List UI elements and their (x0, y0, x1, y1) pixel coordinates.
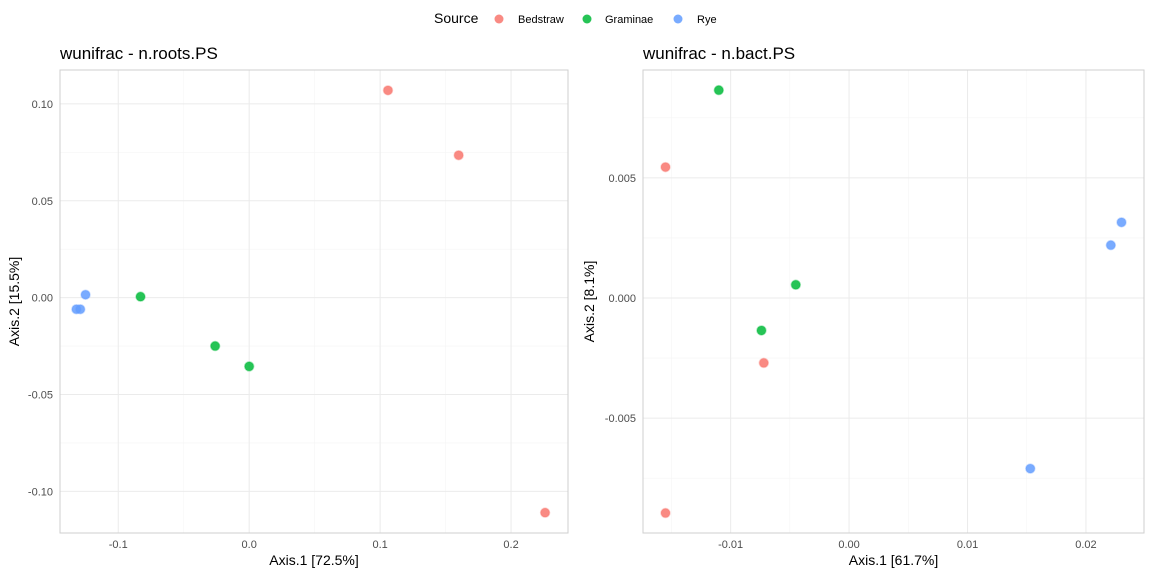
grid-bact (643, 70, 1144, 533)
legend-key-bedstraw (494, 14, 504, 24)
y-tick-label: -0.05 (28, 389, 53, 401)
x-tick-label: 0.00 (838, 539, 859, 551)
data-point-bedstraw (660, 161, 671, 173)
x-tick-label: 0.02 (1075, 539, 1096, 551)
data-point-bedstraw (758, 357, 770, 369)
ticks-roots: -0.1 0.0 0.1 0.2 0.10 0.05 0.00 -0.05 -0.10 (28, 99, 519, 551)
points-bact (660, 84, 1127, 519)
y-tick-label: -0.005 (605, 413, 636, 425)
panel-border-roots (59, 69, 569, 534)
panel-title-roots: wunifrac - n.roots.PS (59, 44, 218, 63)
legend-item-rye: Rye (673, 14, 717, 26)
data-point-bedstraw (453, 149, 464, 161)
panel-border-bact (642, 69, 1145, 534)
panel-title-bact: wunifrac - n.bact.PS (642, 44, 795, 63)
y-tick-label: 0.005 (608, 173, 636, 185)
y-tick-label: 0.00 (32, 293, 53, 305)
y-tick-label: 0.05 (32, 196, 53, 208)
data-point-bedstraw (660, 507, 671, 519)
legend-item-bedstraw: Bedstraw (494, 14, 564, 26)
panel-roots: wunifrac - n.roots.PS -0.1 0.0 0.1 0.2 0.10 0… (6, 44, 569, 568)
legend: Source Bedstraw Graminae Rye (434, 10, 717, 26)
legend-key-rye (673, 14, 683, 24)
data-point-graminae (243, 361, 255, 372)
data-point-rye (1116, 217, 1127, 228)
data-point-graminae (713, 84, 725, 96)
x-tick-label: -0.1 (109, 539, 128, 551)
x-axis-title-bact: Axis.1 [61.7%] (849, 552, 939, 568)
legend-label-bedstraw: Bedstraw (518, 14, 564, 26)
legend-item-graminae: Graminae (582, 14, 653, 26)
data-point-rye (75, 303, 86, 315)
data-point-bedstraw (382, 85, 394, 96)
x-tick-label: 0.01 (957, 539, 978, 551)
data-point-graminae (756, 325, 767, 336)
legend-label-graminae: Graminae (605, 14, 653, 26)
data-point-graminae (790, 279, 802, 291)
y-axis-title-bact: Axis.2 [8.1%] (581, 261, 597, 343)
panel-bact: wunifrac - n.bact.PS -0.01 0.00 0.01 0.02 0.… (581, 44, 1145, 568)
y-axis-title-roots: Axis.2 [15.5%] (6, 257, 22, 347)
y-tick-label: 0.10 (32, 99, 53, 111)
data-point-graminae (135, 291, 146, 302)
points-roots (71, 85, 551, 518)
x-tick-label: 0.1 (372, 539, 387, 551)
grid-roots (60, 70, 568, 533)
data-point-graminae (209, 340, 221, 352)
x-axis-title-roots: Axis.1 [72.5%] (269, 552, 359, 568)
legend-title: Source (434, 10, 479, 26)
data-point-bedstraw (539, 507, 551, 518)
legend-key-graminae (582, 14, 592, 24)
x-tick-label: -0.01 (718, 539, 743, 551)
data-point-rye (1025, 463, 1036, 474)
data-point-rye (80, 289, 91, 300)
legend-label-rye: Rye (697, 14, 717, 26)
ticks-bact: -0.01 0.00 0.01 0.02 0.005 0.000 -0.005 (605, 173, 1097, 551)
y-tick-label: -0.10 (28, 486, 53, 498)
x-tick-label: 0.2 (503, 539, 518, 551)
x-tick-label: 0.0 (242, 539, 257, 551)
data-point-rye (1105, 239, 1117, 251)
y-tick-label: 0.000 (608, 293, 636, 305)
